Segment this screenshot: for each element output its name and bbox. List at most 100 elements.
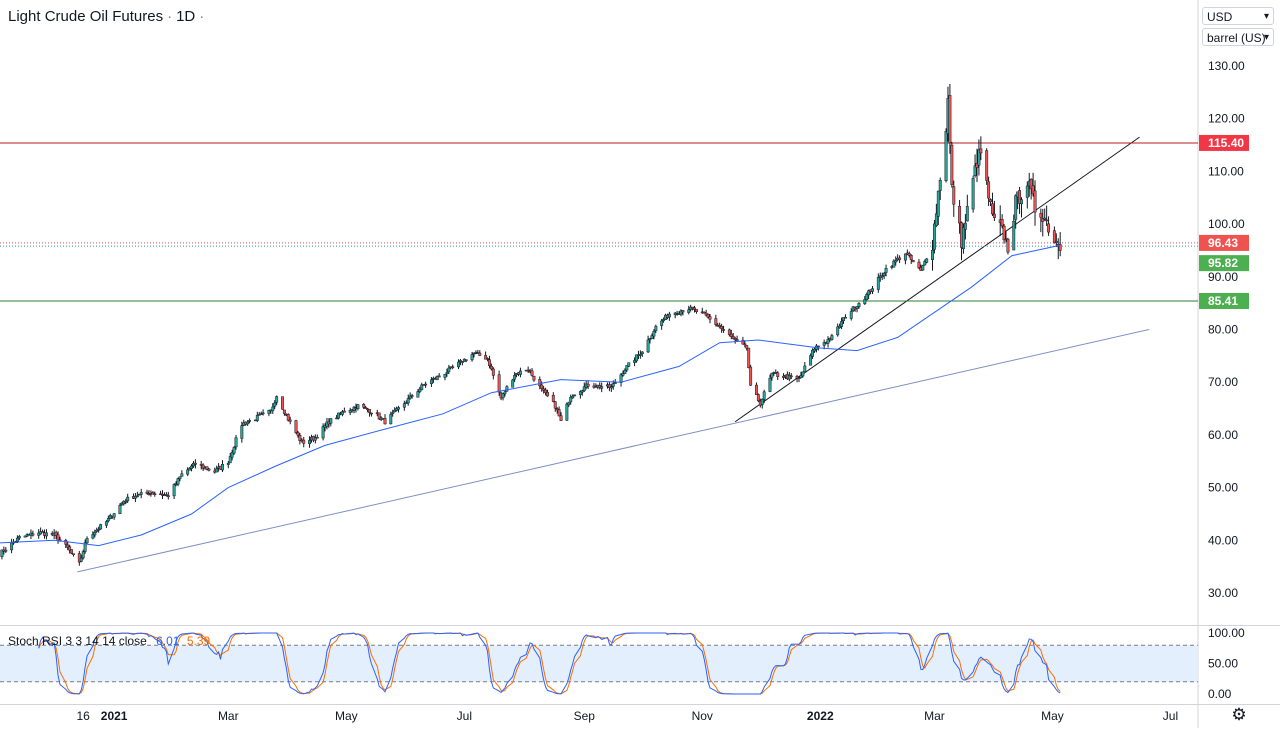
candle-up xyxy=(973,165,977,176)
candle-down xyxy=(526,369,530,372)
candle-up xyxy=(172,484,176,497)
candle-up xyxy=(623,370,627,374)
candle-down xyxy=(735,339,739,342)
currency-select[interactable]: USD ▾ xyxy=(1202,7,1274,25)
candle-down xyxy=(586,383,590,387)
candle-up xyxy=(420,384,424,390)
candle-up xyxy=(1014,195,1018,220)
candle-up xyxy=(813,348,816,352)
candle-down xyxy=(532,375,536,381)
candle-down xyxy=(702,311,706,314)
candle-up xyxy=(801,371,805,377)
candle-down xyxy=(491,368,495,376)
candle-down xyxy=(729,333,733,337)
candle-up xyxy=(652,331,656,337)
candle-up xyxy=(894,260,898,263)
gear-icon[interactable]: ⚙ xyxy=(1231,705,1247,724)
candle-up xyxy=(580,390,584,393)
candle-up xyxy=(578,391,582,395)
stoch-k-value: 6.01 xyxy=(156,634,180,648)
stoch-k-line xyxy=(38,632,1061,695)
candle-up xyxy=(124,501,128,503)
candle-down xyxy=(745,345,749,349)
candle-down xyxy=(164,494,168,496)
candle-up xyxy=(176,478,180,485)
candle-down xyxy=(706,314,710,318)
candle-down xyxy=(542,388,546,391)
candle-down xyxy=(383,418,387,425)
time-tick-label: Nov xyxy=(692,709,713,723)
candle-down xyxy=(681,310,685,313)
trendline-long-term xyxy=(77,329,1150,573)
candle-up xyxy=(271,406,275,412)
price-tick-label: 40.00 xyxy=(1208,533,1238,547)
title-separator-trailing: · xyxy=(199,8,205,25)
candle-down xyxy=(193,462,197,465)
stoch-rsi-legend[interactable]: Stoch RSI 3 3 14 14 close 6.01 5.39 xyxy=(8,634,210,648)
candle-up xyxy=(938,179,942,191)
support-price-tag xyxy=(1199,292,1249,309)
candle-up xyxy=(391,412,395,414)
candle-down xyxy=(1018,190,1022,204)
candle-up xyxy=(679,310,683,315)
candle-down xyxy=(749,366,753,386)
candle-up xyxy=(640,351,644,355)
candle-up xyxy=(925,258,929,263)
candle-up xyxy=(457,361,460,368)
candle-down xyxy=(377,412,381,420)
candle-up xyxy=(840,321,844,327)
interval-label[interactable]: 1D xyxy=(176,8,196,25)
stoch-rsi-title: Stoch RSI xyxy=(8,634,63,648)
last-price-tag xyxy=(1199,234,1249,251)
candle-up xyxy=(313,437,317,441)
candle-down xyxy=(424,383,428,386)
candle-down xyxy=(486,358,489,360)
candle-up xyxy=(215,468,219,473)
candle-down xyxy=(488,359,491,366)
candle-up xyxy=(646,339,650,353)
candle-up xyxy=(787,375,791,380)
candle-down xyxy=(909,255,913,261)
candle-up xyxy=(842,317,845,322)
candle-up xyxy=(15,537,19,542)
candle-down xyxy=(68,546,72,551)
candle-down xyxy=(538,378,542,387)
unit-select[interactable]: barrel (US) ▾ xyxy=(1202,28,1274,46)
candle-down xyxy=(695,309,698,312)
time-tick-label: Jul xyxy=(1163,709,1178,723)
stoch-rsi-params: 3 3 14 14 close xyxy=(65,634,147,648)
chevron-down-icon: ▾ xyxy=(1263,32,1269,43)
candle-down xyxy=(296,432,300,436)
candle-down xyxy=(741,340,745,345)
candle-down xyxy=(1041,218,1045,222)
candle-up xyxy=(811,349,814,357)
symbol-title[interactable]: Light Crude Oil Futures xyxy=(8,8,164,25)
candle-down xyxy=(368,409,371,413)
candle-up xyxy=(246,421,250,425)
candle-down xyxy=(166,495,170,498)
candle-up xyxy=(822,342,826,346)
candle-up xyxy=(799,375,803,378)
candle-down xyxy=(952,186,956,205)
candle-down xyxy=(315,436,319,439)
candle-down xyxy=(31,533,35,536)
candle-up xyxy=(17,536,21,539)
candle-up xyxy=(635,354,638,362)
candle-up xyxy=(1020,199,1023,205)
price-tick-label: 60.00 xyxy=(1208,428,1238,442)
candle-up xyxy=(865,294,869,300)
candle-up xyxy=(932,223,936,250)
candle-up xyxy=(39,531,43,535)
candle-up xyxy=(395,408,399,411)
candle-up xyxy=(830,335,834,340)
candle-down xyxy=(743,343,747,346)
candle-down xyxy=(72,553,75,555)
candle-down xyxy=(282,409,286,414)
candle-up xyxy=(397,407,400,410)
candle-up xyxy=(190,465,193,469)
candle-up xyxy=(582,386,586,392)
candle-up xyxy=(4,549,8,552)
candle-up xyxy=(91,534,95,539)
